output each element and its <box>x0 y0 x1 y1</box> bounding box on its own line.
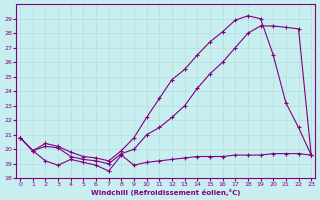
X-axis label: Windchill (Refroidissement éolien,°C): Windchill (Refroidissement éolien,°C) <box>91 189 240 196</box>
